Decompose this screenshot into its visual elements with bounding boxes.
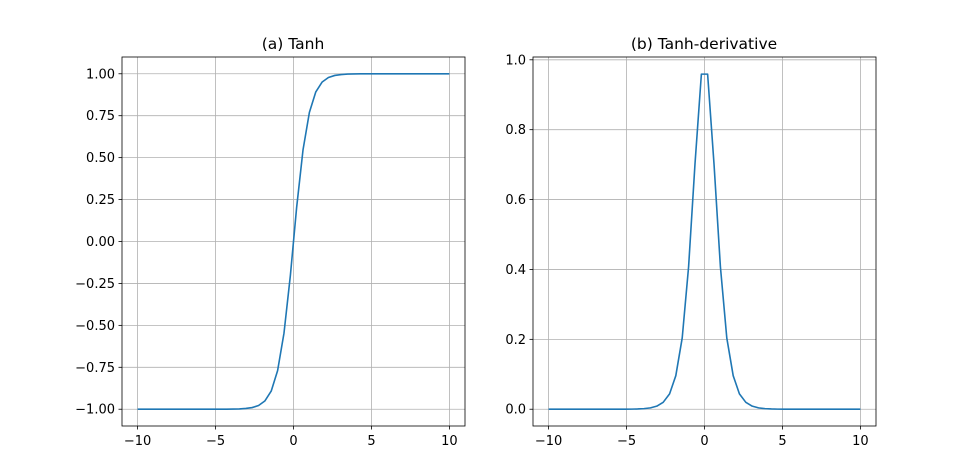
y-tick-label: −1.00: [75, 403, 115, 418]
x-tick-label: 0: [700, 434, 708, 449]
ticks: −10 −5 0 5 10 0.0 0.2 0.4 0.6 0.8 1.0: [505, 53, 868, 449]
subplot-tanh: (a) Tanh −10 −5 0 5 10 −1.00 −0.75 −0.50 −0.25 0.…: [75, 35, 466, 449]
subplot-tanh-derivative: (b) Tanh-derivative −10 −5 0 5 10 0.0 0.2 0.4 0.…: [505, 35, 877, 449]
y-tick-label: 0.25: [86, 193, 115, 208]
x-tick-label: 10: [441, 434, 458, 449]
x-tick-label: 5: [778, 434, 786, 449]
y-tick-label: 0.00: [86, 235, 115, 250]
y-tick-label: 1.0: [505, 53, 526, 68]
chart-title: (b) Tanh-derivative: [631, 35, 777, 53]
y-tick-label: −0.50: [75, 319, 115, 334]
x-tick-label: 10: [852, 434, 869, 449]
y-tick-label: 0.8: [505, 123, 526, 138]
x-tick-label: 0: [289, 434, 297, 449]
y-tick-label: 1.00: [86, 67, 115, 82]
y-tick-label: 0.4: [505, 263, 526, 278]
plot-frame: [121, 56, 466, 427]
ticks: −10 −5 0 5 10 −1.00 −0.75 −0.50 −0.25 0.00 0.25 0.5…: [75, 67, 458, 449]
y-tick-label: 0.2: [505, 333, 526, 348]
series-line: [137, 72, 450, 411]
y-tick-label: 0.6: [505, 193, 526, 208]
plot-frame: [532, 56, 877, 427]
y-tick-label: −0.25: [75, 277, 115, 292]
x-tick-label: 5: [367, 434, 375, 449]
y-tick-label: −0.75: [75, 361, 115, 376]
y-tick-label: 0.75: [86, 109, 115, 124]
y-tick-label: 0.50: [86, 151, 115, 166]
y-tick-label: 0.0: [505, 403, 526, 418]
x-tick-label: −10: [535, 434, 562, 449]
series-line: [548, 73, 861, 411]
chart-title: (a) Tanh: [262, 35, 325, 53]
x-tick-label: −10: [124, 434, 151, 449]
x-tick-label: −5: [617, 434, 636, 449]
x-tick-label: −5: [206, 434, 225, 449]
